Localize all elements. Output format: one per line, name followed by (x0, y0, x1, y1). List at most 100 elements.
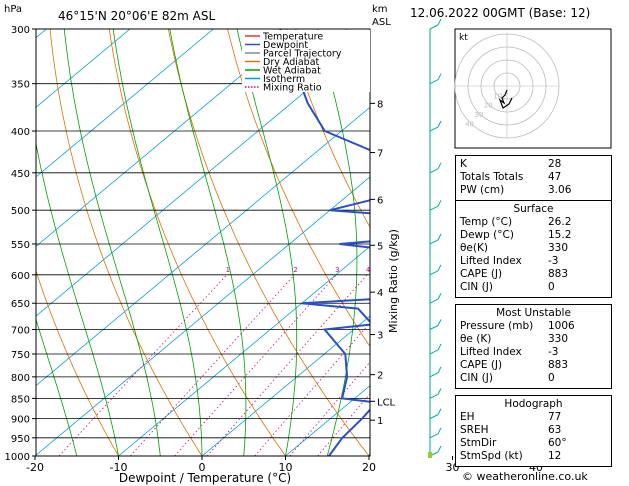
isotherm-line (36, 29, 131, 108)
km-tick-label: 3 (377, 331, 383, 342)
pressure-label: 350 (11, 80, 30, 91)
mixing-ratio-line (289, 361, 370, 456)
km-tick-label: 5 (377, 241, 383, 252)
hodograph-ring-label: 10 (493, 92, 502, 100)
legend-label: Dry Adiabat (263, 57, 320, 68)
pressure-label: 550 (11, 240, 30, 251)
wind-barb-shaft (429, 349, 439, 355)
index-row: CAPE (J) 883 (460, 359, 607, 372)
isotherm-line (36, 106, 370, 387)
legend-label: Temperature (262, 32, 323, 43)
plot-area: 12346810152025 (36, 29, 448, 456)
pressure-label: 850 (11, 394, 30, 405)
wind-barb-shaft (429, 79, 439, 85)
wind-barb-shaft (429, 205, 439, 211)
index-name: CIN (J) (460, 281, 493, 293)
index-name: θe (K) (460, 333, 492, 345)
series-dewpoint (279, 29, 370, 456)
km-tick-label: 1 (377, 416, 383, 427)
isotherm-line (36, 176, 370, 456)
index-row: CIN (J) 0 (460, 281, 607, 294)
index-name: StmSpd (kt) (460, 450, 523, 462)
mixing-ratio-line (317, 393, 370, 456)
index-row: Pressure (mb) 1006 (460, 320, 607, 333)
wind-barb (429, 366, 442, 378)
axis-unit-km: km (372, 4, 388, 15)
indices-panel: K 28 Totals Totals 47 PW (cm) 3.06 Surface Temp… (455, 155, 612, 471)
hodograph-ring-label: 20 (484, 102, 493, 110)
index-row: Dewp (°C) 15.2 (460, 229, 607, 242)
wind-barb-shaft (429, 325, 439, 330)
indices-most-unstable-box: Most Unstable Pressure (mb) 1006 θe (K) 330 L… (455, 304, 612, 389)
index-row: K 28 (460, 158, 607, 171)
index-row: Lifted Index -3 (460, 346, 607, 359)
wind-barb-shaft (429, 372, 439, 378)
datetime-title: 12.06.2022 00GMT (Base: 12) (410, 6, 591, 20)
hodograph-ring-label: 40 (465, 120, 474, 128)
indices-general-box: K 28 Totals Totals 47 PW (cm) 3.06 (455, 155, 612, 201)
wind-barb (429, 162, 442, 174)
wind-barb-feather (437, 199, 442, 207)
index-name: CAPE (J) (460, 359, 503, 371)
temp-tick-label: -10 (110, 461, 128, 474)
km-tick-label: 4 (377, 288, 383, 299)
wind-barb (429, 343, 442, 355)
wind-barb-feather (437, 427, 442, 435)
dry-adiabat (286, 29, 370, 229)
legend-label: Mixing Ratio (263, 83, 322, 94)
index-name: StmDir (460, 437, 497, 449)
index-name: K (460, 158, 467, 170)
index-row: SREH 63 (460, 424, 607, 437)
footer-credit: © weatheronline.co.uk (462, 470, 588, 483)
legend-label: Dewpoint (263, 40, 308, 51)
index-value: 0 (548, 281, 555, 293)
index-value: 330 (548, 242, 569, 254)
most-unstable-title: Most Unstable (496, 307, 571, 319)
mixing-ratio-line (206, 274, 368, 456)
temp-tick-label: -20 (26, 461, 44, 474)
wind-barb-feather (437, 264, 442, 272)
wind-barb-feather (437, 162, 442, 170)
wind-barb-feather (437, 120, 442, 128)
legend-label: Isotherm (263, 74, 305, 85)
legend-label: Parcel Trajectory (263, 49, 342, 60)
dry-adiabat (227, 29, 370, 348)
wind-barb-shaft (429, 414, 439, 420)
wind-barb-shaft (429, 168, 439, 174)
wind-barb-feather (437, 408, 442, 415)
index-row: Lifted Index -3 (460, 255, 607, 268)
wind-barb-feather (437, 233, 442, 241)
wind-barb (429, 292, 442, 304)
hodograph-ring-label: 30 (474, 111, 483, 119)
wind-barb-shaft (429, 433, 439, 439)
indices-hodograph-box: Hodograph EH 77 SREH 63 StmDir 60° StmSpd (kt) 1… (455, 395, 612, 467)
wet-adiabat (36, 318, 78, 456)
isotherm-line (36, 29, 298, 247)
index-row: Totals Totals 47 (460, 171, 607, 184)
axis-unit-hpa: hPa (4, 4, 22, 15)
pressure-label: 700 (11, 326, 30, 337)
wind-barb-shaft (429, 239, 439, 245)
legend-label: Wet Adiabat (263, 66, 321, 77)
wind-barb (429, 73, 442, 85)
pressure-label: 650 (11, 299, 30, 310)
wind-barb (429, 408, 442, 420)
mixing-ratio-label: 1 (226, 266, 230, 274)
index-row: CAPE (J) 883 (460, 268, 607, 281)
pressure-label: 500 (11, 206, 30, 217)
index-value: 60° (548, 437, 567, 449)
wind-barb-shaft (429, 270, 439, 276)
isotherm-line (36, 29, 214, 178)
mixing-ratio-label: 2 (293, 266, 297, 274)
index-value: 0 (548, 372, 555, 384)
index-name: CAPE (J) (460, 268, 503, 280)
pressure-label: 900 (11, 415, 30, 426)
index-row: θe(K) 330 (460, 242, 607, 255)
wind-barb-shaft (429, 298, 439, 304)
pressure-label: 1000 (5, 452, 30, 463)
surface-title: Surface (513, 203, 554, 215)
mixing-ratio-label: 8 (444, 266, 448, 274)
index-value: -3 (548, 255, 559, 267)
wind-barb-shaft (429, 126, 439, 132)
